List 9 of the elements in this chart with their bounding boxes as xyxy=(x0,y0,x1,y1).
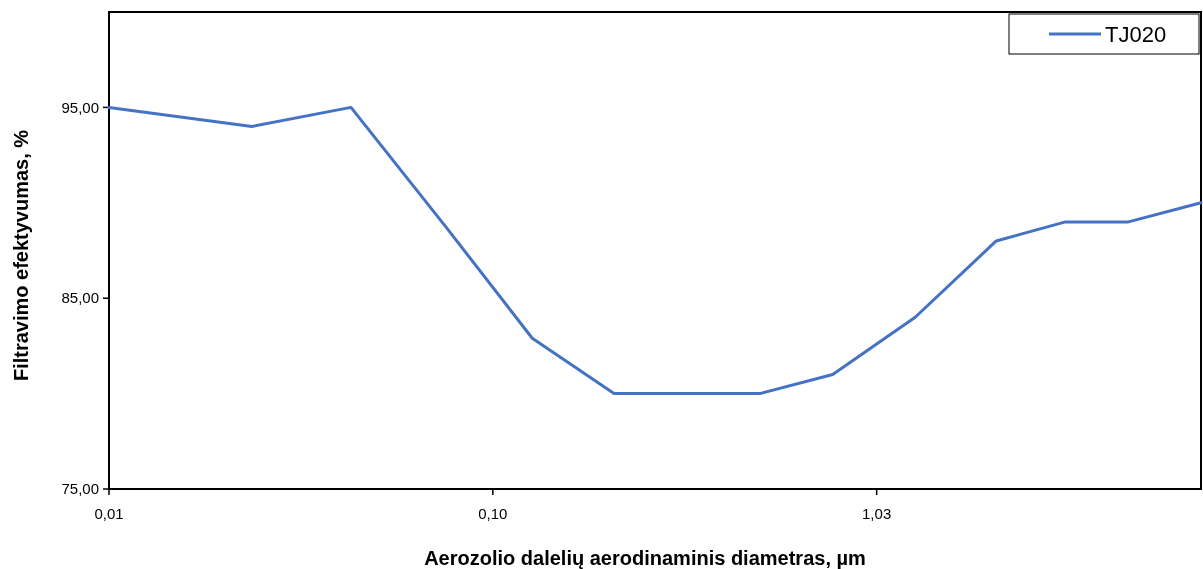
y-tick-label: 75,00 xyxy=(61,480,99,498)
x-axis-title: Aerozolio dalelių aerodinaminis diametras, µm xyxy=(424,547,866,569)
y-axis-title: Filtravimo efektyvumas, % xyxy=(10,129,32,382)
x-tick-label: 0,01 xyxy=(94,505,124,522)
y-tick-label: 85,00 xyxy=(61,289,99,307)
x-tick-label: 0,10 xyxy=(478,505,508,522)
y-tick-label: 95,00 xyxy=(61,98,99,116)
x-tick-label: 1,03 xyxy=(862,505,892,522)
legend-label: TJ020 xyxy=(1105,21,1167,47)
